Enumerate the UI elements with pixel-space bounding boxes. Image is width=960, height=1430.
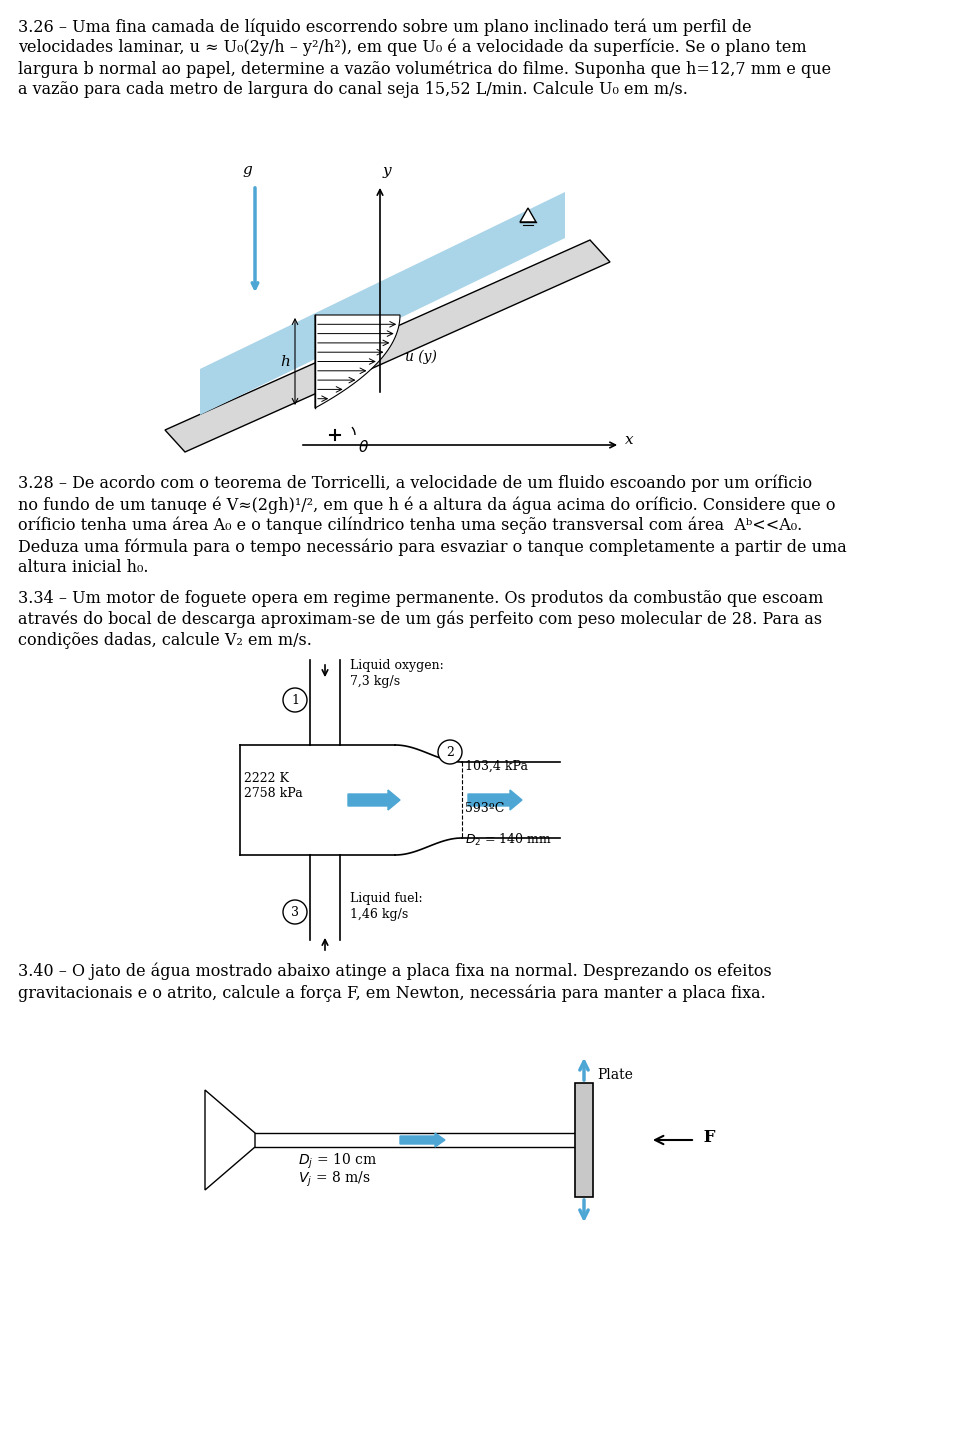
Text: y: y [383, 164, 392, 177]
Text: u (y): u (y) [405, 350, 437, 365]
Text: Deduza uma fórmula para o tempo necessário para esvaziar o tanque completamente : Deduza uma fórmula para o tempo necessár… [18, 538, 847, 555]
Text: 103,4 kPa: 103,4 kPa [465, 759, 528, 774]
Text: F: F [698, 1130, 715, 1147]
Circle shape [283, 688, 307, 712]
Polygon shape [462, 762, 560, 838]
Text: velocidades laminar, u ≈ U₀(2y/h – y²/h²), em que U₀ é a velocidade da superfíci: velocidades laminar, u ≈ U₀(2y/h – y²/h²… [18, 39, 806, 57]
Polygon shape [310, 661, 340, 745]
Text: altura inicial h₀.: altura inicial h₀. [18, 559, 149, 576]
Text: $D_j$ = 10 cm: $D_j$ = 10 cm [298, 1153, 377, 1171]
FancyArrow shape [400, 1133, 445, 1147]
Text: Liquid oxygen:: Liquid oxygen: [350, 659, 444, 672]
Polygon shape [240, 745, 560, 855]
Text: 1: 1 [291, 694, 299, 706]
Text: 3.28 – De acordo com o teorema de Torricelli, a velocidade de um fluido escoando: 3.28 – De acordo com o teorema de Torric… [18, 475, 812, 492]
Text: x: x [625, 433, 634, 448]
Polygon shape [205, 1090, 255, 1190]
Text: condições dadas, calcule V₂ em m/s.: condições dadas, calcule V₂ em m/s. [18, 632, 312, 649]
Text: 3.26 – Uma fina camada de líquido escorrendo sobre um plano inclinado terá um pe: 3.26 – Uma fina camada de líquido escorr… [18, 19, 752, 36]
Text: gravitacionais e o atrito, calcule a força F, em Newton, necessária para manter : gravitacionais e o atrito, calcule a for… [18, 984, 766, 1001]
Text: Plate: Plate [597, 1068, 633, 1083]
Polygon shape [165, 240, 610, 452]
Text: largura b normal ao papel, determine a vazão volumétrica do filme. Suponha que h: largura b normal ao papel, determine a v… [18, 60, 831, 77]
Text: 7,3 kg/s: 7,3 kg/s [350, 675, 400, 688]
Text: $D_2$ = 140 mm: $D_2$ = 140 mm [465, 832, 552, 848]
Text: 3: 3 [291, 905, 299, 918]
Text: Liquid fuel:: Liquid fuel: [350, 892, 422, 905]
Text: 3.40 – O jato de água mostrado abaixo atinge a placa fixa na normal. Desprezando: 3.40 – O jato de água mostrado abaixo at… [18, 962, 772, 981]
Polygon shape [255, 1133, 575, 1147]
Polygon shape [200, 192, 565, 415]
Polygon shape [310, 855, 340, 940]
Text: 2758 kPa: 2758 kPa [244, 787, 302, 799]
Text: $\theta$: $\theta$ [358, 439, 369, 455]
Text: $V_j$ = 8 m/s: $V_j$ = 8 m/s [298, 1170, 371, 1190]
Polygon shape [315, 315, 400, 408]
Polygon shape [575, 1083, 593, 1197]
Text: g: g [242, 163, 252, 177]
Circle shape [438, 739, 462, 764]
FancyArrow shape [348, 789, 400, 809]
Text: no fundo de um tanuqe é V≈(2gh)¹/², em que h é a altura da água acima do orífici: no fundo de um tanuqe é V≈(2gh)¹/², em q… [18, 496, 835, 513]
Text: 2: 2 [446, 745, 454, 758]
Text: através do bocal de descarga aproximam-se de um gás perfeito com peso molecular : através do bocal de descarga aproximam-s… [18, 611, 822, 629]
Circle shape [283, 899, 307, 924]
Text: oríficio tenha uma área A₀ e o tanque cilíndrico tenha uma seção transversal com: oríficio tenha uma área A₀ e o tanque ci… [18, 518, 803, 535]
Text: h: h [280, 355, 290, 369]
Polygon shape [520, 207, 536, 222]
Text: 593ºC: 593ºC [465, 802, 504, 815]
Text: 1,46 kg/s: 1,46 kg/s [350, 908, 408, 921]
Text: 3.34 – Um motor de foguete opera em regime permanente. Os produtos da combustão : 3.34 – Um motor de foguete opera em regi… [18, 591, 824, 606]
Text: 2222 K: 2222 K [244, 772, 289, 785]
Text: a vazão para cada metro de largura do canal seja 15,52 L/min. Calcule U₀ em m/s.: a vazão para cada metro de largura do ca… [18, 82, 688, 99]
FancyArrow shape [468, 789, 522, 809]
